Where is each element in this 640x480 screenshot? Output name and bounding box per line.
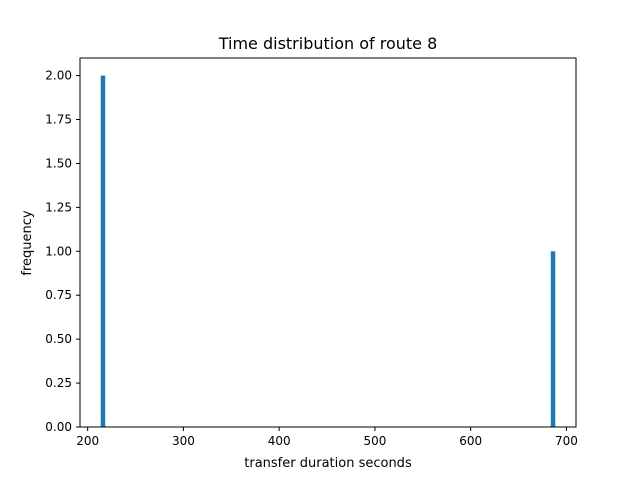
y-tick-label: 1.25 <box>45 200 72 214</box>
x-tick-label: 300 <box>172 434 195 448</box>
plot-frame <box>79 57 577 428</box>
y-tick-label: 1.00 <box>45 244 72 258</box>
y-tick-label: 1.50 <box>45 156 72 170</box>
chart-title: Time distribution of route 8 <box>218 34 438 53</box>
x-tick-label: 600 <box>459 434 482 448</box>
x-axis-label: transfer duration seconds <box>244 456 412 471</box>
bar-1 <box>550 251 556 427</box>
y-tick-label: 0.25 <box>45 376 72 390</box>
x-tick-label: 700 <box>555 434 578 448</box>
bars-layer <box>100 75 556 428</box>
x-tick-label: 400 <box>268 434 291 448</box>
y-tick-label: 1.75 <box>45 113 72 127</box>
x-tick-label: 200 <box>76 434 99 448</box>
y-axis: 0.00 0.25 0.50 0.75 1.00 1.25 1.50 1.75 2.00 <box>45 69 80 434</box>
y-tick-label: 0.75 <box>45 288 72 302</box>
bar-0 <box>100 75 106 428</box>
x-axis: 200 300 400 500 600 700 <box>76 427 578 448</box>
y-tick-label: 0.00 <box>45 420 72 434</box>
x-tick-label: 500 <box>363 434 386 448</box>
y-tick-label: 0.50 <box>45 332 72 346</box>
y-tick-label: 2.00 <box>45 69 72 83</box>
y-axis-label: frequency <box>20 210 35 276</box>
